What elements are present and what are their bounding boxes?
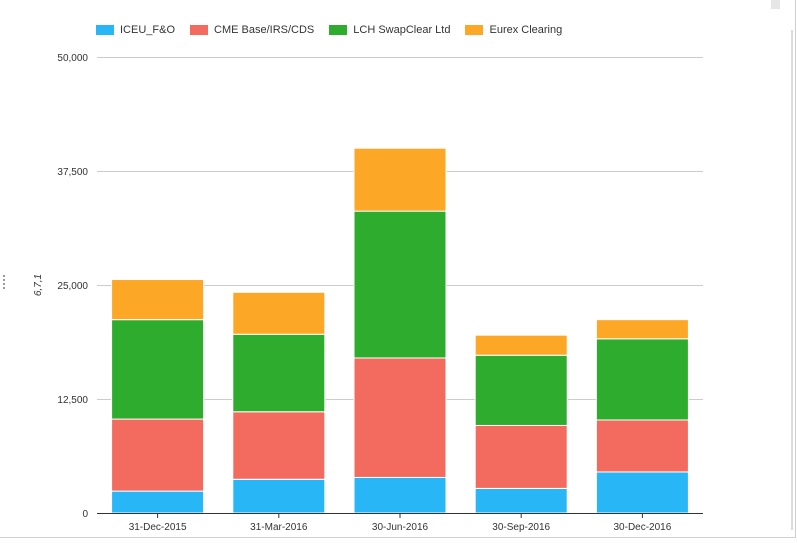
bar-segment[interactable] xyxy=(353,357,447,478)
bar-segment[interactable] xyxy=(474,487,568,514)
y-tick-label: 25,000 xyxy=(57,281,88,292)
legend-swatch-iceu xyxy=(96,25,114,35)
bar-segment[interactable] xyxy=(232,411,326,480)
legend-swatch-lch xyxy=(329,25,348,35)
x-tick-label: 30-Dec-2016 xyxy=(613,522,671,533)
bar-segment[interactable] xyxy=(595,419,689,473)
bar-segment[interactable] xyxy=(232,478,326,514)
legend-item-cme[interactable]: CME Base/IRS/CDS xyxy=(190,24,314,36)
resize-handle[interactable] xyxy=(3,275,7,289)
legend-item-eurex[interactable]: Eurex Clearing xyxy=(465,24,562,36)
bar-segment[interactable] xyxy=(111,490,205,514)
bar-stacks xyxy=(111,147,689,514)
bar-segment[interactable] xyxy=(474,354,568,426)
legend-label-lch: LCH SwapClear Ltd xyxy=(353,24,451,36)
y-tick-label: 37,500 xyxy=(57,167,88,178)
bar-segment[interactable] xyxy=(232,291,326,335)
x-tick-label: 31-Dec-2015 xyxy=(129,522,187,533)
bar-segment[interactable] xyxy=(111,418,205,492)
corner-marker xyxy=(771,0,780,9)
bar-segment[interactable] xyxy=(595,471,689,514)
x-tick-label: 30-Jun-2016 xyxy=(372,522,429,533)
legend-item-iceu[interactable]: ICEU_F&O xyxy=(96,24,175,36)
bar-segment[interactable] xyxy=(353,476,447,514)
legend-label-iceu: ICEU_F&O xyxy=(120,24,176,36)
bar-segment[interactable] xyxy=(232,333,326,413)
chart-legend: ICEU_F&O CME Base/IRS/CDS LCH SwapClear … xyxy=(96,23,577,37)
bar-segment[interactable] xyxy=(111,279,205,321)
bar-segment[interactable] xyxy=(474,424,568,489)
legend-label-cme: CME Base/IRS/CDS xyxy=(214,24,315,36)
bar-segment[interactable] xyxy=(353,147,447,212)
x-tick-label: 30-Sep-2016 xyxy=(492,522,550,533)
bar-segment[interactable] xyxy=(111,319,205,420)
y-axis-label: 6,7,1 xyxy=(33,274,44,296)
y-tick-label: 0 xyxy=(82,509,88,520)
legend-label-eurex: Eurex Clearing xyxy=(489,24,563,36)
axes: 0 12,500 25,000 37,500 50,000 31-Dec-2015 31-M… xyxy=(57,53,703,533)
bar-segment[interactable] xyxy=(595,319,689,340)
bar-segment[interactable] xyxy=(353,210,447,359)
legend-swatch-eurex xyxy=(465,25,484,35)
bar-segment[interactable] xyxy=(474,334,568,356)
y-tick-label: 12,500 xyxy=(57,395,88,406)
x-tick-label: 31-Mar-2016 xyxy=(250,522,308,533)
y-tick-label: 50,000 xyxy=(57,53,88,64)
legend-item-lch[interactable]: LCH SwapClear Ltd xyxy=(329,24,450,36)
right-scroll-edge xyxy=(791,30,793,530)
bar-segment[interactable] xyxy=(595,338,689,421)
legend-swatch-cme xyxy=(190,25,209,35)
